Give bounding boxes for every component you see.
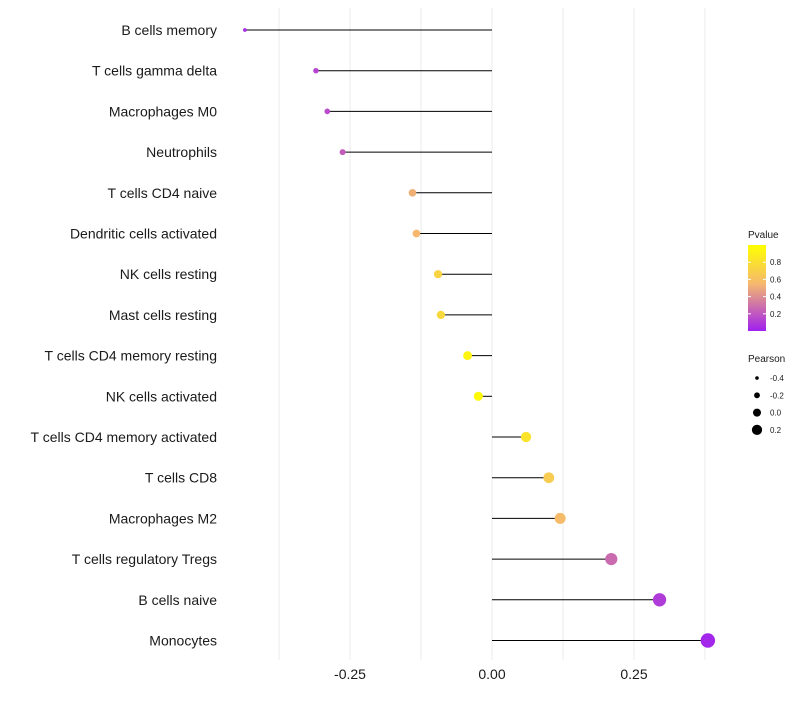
pearson-legend-label: 0.0	[770, 409, 782, 418]
grid-lines	[278, 8, 706, 660]
x-tick-label: 0.25	[620, 666, 647, 682]
category-labels: B cells memory T cells gamma delta Macroph…	[31, 22, 218, 649]
lollipop-point	[543, 472, 555, 484]
lollipop-point	[313, 67, 319, 74]
colorbar-tick-label: 0.6	[770, 275, 782, 284]
lollipop-point	[243, 28, 247, 32]
lollipop-point	[554, 512, 566, 524]
category-label: T cells gamma delta	[92, 63, 217, 79]
pearson-legend-key	[754, 392, 760, 399]
category-label: Macrophages M2	[109, 510, 217, 526]
pearson-legend-key	[751, 424, 763, 436]
category-label: Macrophages M0	[109, 103, 217, 119]
colorbar-tick-label: 0.8	[770, 258, 782, 267]
lollipop-point	[520, 431, 532, 443]
lollipop-point	[324, 108, 331, 115]
lollipop-point	[605, 553, 618, 566]
category-label: T cells CD4 memory resting	[45, 348, 217, 364]
lollipop-point	[473, 391, 483, 401]
lollipop-point	[408, 188, 417, 197]
category-label: T cells regulatory Tregs	[72, 551, 217, 567]
pearson-legend-label: -0.4	[770, 374, 784, 383]
pvalue-legend: Pvalue 0.8 0.6 0.4 0.2	[748, 230, 782, 331]
pearson-legend-items: -0.4 -0.2 0.0 0.2	[751, 374, 784, 436]
lollipop-point	[433, 270, 443, 279]
lollipop-point	[436, 310, 446, 320]
category-label: NK cells resting	[120, 266, 217, 282]
x-axis-tick-labels: -0.25 0.00 0.25	[334, 666, 648, 682]
category-label: B cells memory	[121, 22, 217, 38]
lollipop-point	[700, 633, 716, 648]
category-label: T cells CD4 memory activated	[31, 429, 217, 445]
pearson-legend-key	[752, 408, 762, 417]
pearson-legend-label: -0.2	[770, 391, 784, 400]
pearson-legend-label: 0.2	[770, 426, 782, 435]
category-label: NK cells activated	[106, 388, 217, 404]
pearson-legend-key	[755, 376, 759, 380]
pearson-legend-title: Pearson	[748, 354, 785, 365]
pvalue-colorbar	[748, 245, 766, 331]
lollipop-points	[243, 28, 716, 648]
lollipop-point	[339, 149, 346, 156]
x-tick-label: 0.00	[478, 666, 505, 682]
category-label: B cells naive	[138, 592, 217, 608]
category-label: Neutrophils	[146, 144, 217, 160]
pvalue-colorbar-ticks: 0.8 0.6 0.4 0.2	[748, 258, 782, 319]
colorbar-tick-label: 0.4	[770, 293, 782, 302]
lollipop-point	[412, 229, 421, 238]
colorbar-tick-label: 0.2	[770, 310, 782, 319]
category-label: T cells CD4 naive	[108, 185, 218, 201]
pvalue-legend-title: Pvalue	[748, 230, 779, 241]
category-label: Mast cells resting	[109, 307, 217, 323]
pearson-legend: Pearson -0.4 -0.2 0.0 0.2	[748, 354, 785, 436]
category-label: Monocytes	[149, 633, 217, 649]
lollipop-point	[652, 593, 667, 607]
category-label: Dendritic cells activated	[70, 226, 217, 242]
x-tick-label: -0.25	[334, 666, 366, 682]
lollipop-segments	[244, 29, 708, 641]
category-label: T cells CD8	[145, 470, 217, 486]
lollipop-point	[463, 351, 473, 361]
